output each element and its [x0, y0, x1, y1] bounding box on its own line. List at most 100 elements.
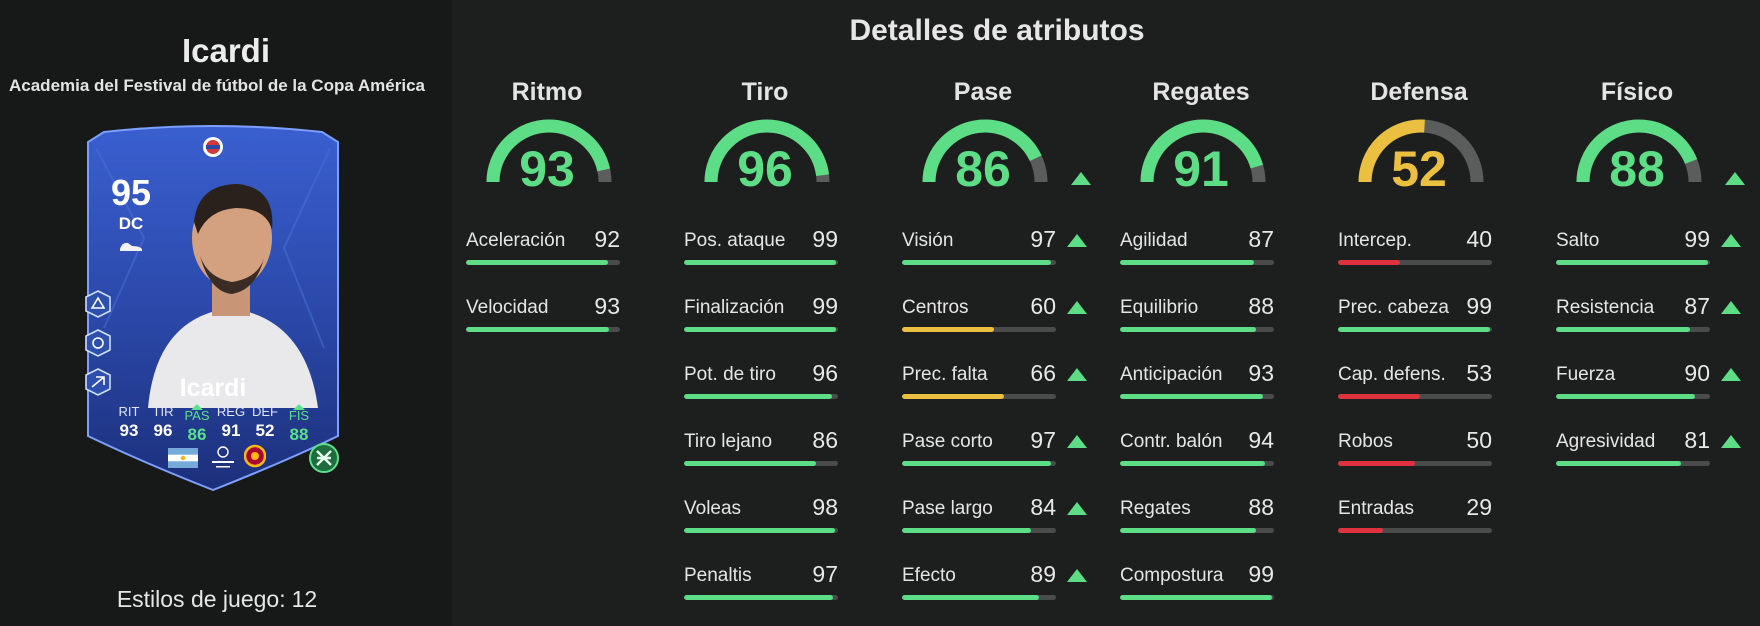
attribute-label: Fuerza — [1556, 364, 1616, 385]
attribute-bar-fill — [1338, 327, 1491, 332]
attribute-bar-fill — [902, 595, 1040, 600]
attribute-value: 84 — [1030, 494, 1056, 520]
attribute-bar-fill — [1338, 260, 1400, 265]
upgrade-arrow-icon — [1067, 234, 1087, 247]
attribute-category-0: Ritmo 93 Aceleración 92 Velocidad 93 — [466, 78, 626, 332]
attribute-bar-fill — [902, 327, 995, 332]
category-name: Físico — [1600, 78, 1674, 106]
card-stats: RIT 93 TIR 96 PAS 86 REG 91 DEF 52 FIS 8… — [114, 404, 314, 445]
upgrade-arrow-icon — [1067, 502, 1087, 515]
attribute-bar — [684, 461, 838, 466]
gauge-fill — [1140, 119, 1266, 183]
attribute-value: 99 — [812, 226, 838, 252]
category-gauge: 86 — [906, 118, 1091, 198]
attribute-value: 97 — [1030, 427, 1056, 453]
football-boot-icon — [120, 242, 142, 251]
attribute-value: 99 — [1466, 293, 1492, 319]
attribute-bar-fill — [1556, 260, 1709, 265]
attribute-bar — [1338, 260, 1492, 265]
attribute-value: 60 — [1030, 293, 1056, 319]
attribute-row: Contr. balón 94 — [1120, 425, 1310, 492]
attribute-bar-fill — [466, 260, 608, 265]
category-value: 96 — [737, 141, 793, 197]
attribute-bar — [1338, 461, 1492, 466]
attribute-label: Pos. ataque — [684, 230, 786, 251]
playstyle-icon — [85, 368, 111, 396]
player-card[interactable]: 95 DC Icardi RIT 93 — [84, 118, 342, 494]
attribute-bar — [466, 327, 620, 332]
league-logo-icon — [212, 446, 234, 468]
player-name: Icardi — [181, 32, 271, 69]
attribute-row: Resistencia 87 — [1556, 291, 1746, 358]
category-gauge: 88 — [1560, 118, 1745, 198]
attribute-value: 89 — [1030, 561, 1056, 587]
upgrade-arrow-icon — [1721, 301, 1741, 314]
attribute-row: Agresividad 81 — [1556, 425, 1746, 492]
attribute-row: Efecto 89 — [902, 559, 1092, 626]
attribute-bar-fill — [1120, 528, 1256, 533]
attribute-label: Agresividad — [1556, 431, 1656, 452]
upgrade-arrow-icon — [1721, 368, 1741, 381]
attribute-bar — [1556, 327, 1710, 332]
attribute-bar-fill — [684, 528, 835, 533]
attribute-list: Aceleración 92 Velocidad 93 — [466, 224, 656, 358]
attribute-label: Entradas — [1338, 498, 1415, 519]
attribute-bar — [1120, 595, 1274, 600]
attribute-bar — [902, 260, 1056, 265]
attribute-bar-fill — [1556, 461, 1681, 466]
category-name: Defensa — [1370, 78, 1468, 106]
attribute-bar-fill — [684, 260, 837, 265]
attribute-bar-fill — [1120, 595, 1273, 600]
attribute-value: 93 — [594, 293, 620, 319]
card-player-name: Icardi — [179, 374, 247, 402]
attribute-row: Penaltis 97 — [684, 559, 874, 626]
attribute-row: Cap. defens. 53 — [1338, 358, 1528, 425]
attribute-bar — [1338, 528, 1492, 533]
attribute-category-2: Pase 86 Visión 97 Centros 60 Prec. falta 66 Pase… — [902, 78, 1091, 600]
attribute-list: Pos. ataque 99 Finalización 99 Pot. de tiro 9… — [684, 224, 874, 626]
attribute-value: 90 — [1684, 360, 1710, 386]
nation-flag-icon — [168, 448, 198, 468]
card-stat-fis: FIS 88 — [284, 404, 314, 445]
attribute-bar-fill — [902, 528, 1032, 533]
attribute-value: 29 — [1466, 494, 1492, 520]
card-stat-value: 52 — [255, 421, 275, 440]
attribute-bar-fill — [466, 327, 610, 332]
card-stat-reg: REG 91 — [216, 404, 246, 445]
attribute-row: Pos. ataque 99 — [684, 224, 874, 291]
attribute-bar-fill — [1556, 327, 1690, 332]
chemistry-style-icon[interactable] — [308, 442, 340, 474]
attribute-bar — [684, 260, 838, 265]
attribute-label: Finalización — [684, 297, 785, 318]
attribute-label: Agilidad — [1120, 230, 1188, 251]
attribute-value: 93 — [1248, 360, 1274, 386]
attribute-category-3: Regates 91 Agilidad 87 Equilibrio 88 Anticipac… — [1120, 78, 1280, 600]
card-stat-label: PAS — [184, 408, 210, 423]
upgrade-arrow-icon — [1071, 172, 1091, 185]
attribute-label: Pot. de tiro — [684, 364, 776, 385]
gauge-fill — [922, 119, 1048, 183]
category-name: Pase — [953, 78, 1013, 106]
attribute-row: Compostura 99 — [1120, 559, 1310, 626]
attribute-value: 94 — [1248, 427, 1274, 453]
attribute-bar-fill — [1120, 461, 1265, 466]
attribute-row: Entradas 29 — [1338, 492, 1528, 559]
attribute-bar — [902, 461, 1056, 466]
player-photo — [148, 184, 318, 408]
attribute-value: 87 — [1248, 226, 1274, 252]
attribute-details-panel: Detalles de atributos Ritmo 93 Aceleración… — [452, 0, 1760, 626]
attribute-row: Equilibrio 88 — [1120, 291, 1310, 358]
attribute-label: Efecto — [902, 565, 956, 586]
card-stat-value: 96 — [153, 421, 173, 440]
attribute-value: 86 — [812, 427, 838, 453]
category-value: 88 — [1609, 141, 1665, 197]
attribute-row: Prec. falta 66 — [902, 358, 1092, 425]
attribute-label: Pase largo — [902, 498, 993, 519]
category-gauge: 91 — [1124, 118, 1278, 198]
attribute-bar — [1556, 461, 1710, 466]
attribute-row: Agilidad 87 — [1120, 224, 1310, 291]
attribute-bar-fill — [684, 595, 834, 600]
attribute-row: Tiro lejano 86 — [684, 425, 874, 492]
attribute-value: 97 — [1030, 226, 1056, 252]
gauge-fill — [704, 119, 830, 183]
